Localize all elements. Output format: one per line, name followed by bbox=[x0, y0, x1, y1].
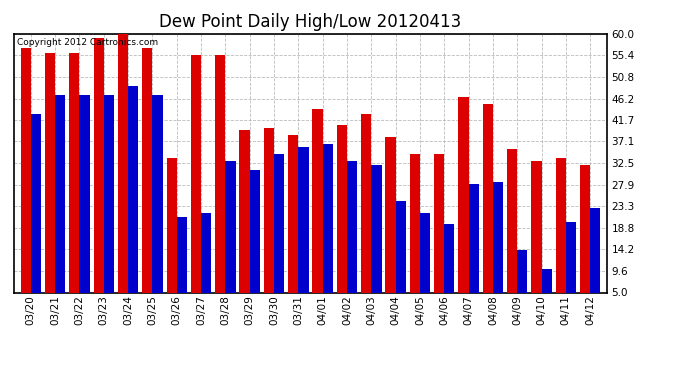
Bar bbox=[177, 217, 187, 292]
Title: Dew Point Daily High/Low 20120413: Dew Point Daily High/Low 20120413 bbox=[159, 13, 462, 31]
Bar bbox=[166, 158, 177, 292]
Bar bbox=[313, 109, 323, 292]
Bar bbox=[323, 144, 333, 292]
Bar bbox=[226, 161, 235, 292]
Bar bbox=[518, 250, 527, 292]
Text: Copyright 2012 Cartronics.com: Copyright 2012 Cartronics.com bbox=[17, 38, 158, 46]
Bar bbox=[45, 53, 55, 292]
Bar bbox=[371, 165, 382, 292]
Bar bbox=[469, 184, 479, 292]
Bar bbox=[566, 222, 576, 292]
Bar bbox=[361, 114, 371, 292]
Bar bbox=[21, 48, 31, 292]
Bar bbox=[191, 55, 201, 292]
Bar bbox=[215, 55, 226, 292]
Bar bbox=[274, 154, 284, 292]
Bar bbox=[542, 269, 552, 292]
Bar bbox=[337, 126, 347, 292]
Bar bbox=[386, 137, 395, 292]
Bar bbox=[152, 95, 163, 292]
Bar bbox=[483, 104, 493, 292]
Bar bbox=[555, 158, 566, 292]
Bar bbox=[444, 224, 455, 292]
Bar bbox=[493, 182, 503, 292]
Bar bbox=[264, 128, 274, 292]
Bar bbox=[590, 208, 600, 292]
Bar bbox=[298, 147, 308, 292]
Bar bbox=[420, 213, 430, 292]
Bar bbox=[142, 48, 152, 292]
Bar bbox=[104, 95, 114, 292]
Bar bbox=[94, 39, 104, 292]
Bar bbox=[128, 86, 138, 292]
Bar bbox=[458, 97, 469, 292]
Bar bbox=[395, 201, 406, 292]
Bar bbox=[507, 149, 518, 292]
Bar bbox=[55, 95, 66, 292]
Bar bbox=[434, 154, 444, 292]
Bar bbox=[288, 135, 298, 292]
Bar bbox=[531, 161, 542, 292]
Bar bbox=[250, 170, 260, 292]
Bar bbox=[118, 27, 128, 292]
Bar bbox=[69, 53, 79, 292]
Bar bbox=[410, 154, 420, 292]
Bar bbox=[239, 130, 250, 292]
Bar bbox=[201, 213, 211, 292]
Bar bbox=[347, 161, 357, 292]
Bar bbox=[79, 95, 90, 292]
Bar bbox=[580, 165, 590, 292]
Bar bbox=[31, 114, 41, 292]
